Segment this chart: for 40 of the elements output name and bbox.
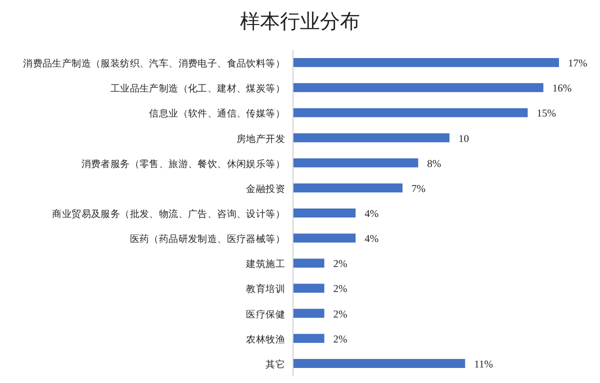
bar	[293, 208, 356, 218]
y-tick-label: 医疗保健	[246, 308, 286, 320]
bar	[293, 83, 544, 92]
y-tick-label: 信息业（软件、通信、传媒等）	[149, 108, 285, 120]
data-label: 2%	[333, 309, 348, 320]
y-tick-label: 金融投资	[246, 182, 286, 195]
y-tick-label: 教育培训	[246, 283, 285, 296]
y-tick-label: 房地产开发	[236, 132, 286, 145]
bar	[293, 108, 528, 118]
bar	[293, 284, 324, 293]
bar	[293, 183, 403, 192]
data-label: 17%	[568, 58, 588, 70]
y-tick-label: 消费者服务（零售、旅游、餐饮、休闲娱乐等）	[81, 158, 285, 170]
data-label: 10	[458, 134, 469, 145]
data-label: 11%	[474, 359, 494, 370]
y-tick-label: 消费品生产制造（服装纺织、汽车、消费电子、食品饮料等）	[23, 58, 285, 70]
data-label: 15%	[536, 108, 556, 120]
chart-title: 样本行业分布	[240, 11, 360, 33]
y-tick-label: 医药（药品研发制造、医疗器械等）	[130, 233, 285, 246]
data-label: 2%	[333, 259, 348, 270]
bar	[293, 158, 418, 168]
bar	[293, 133, 450, 142]
data-label: 4%	[364, 234, 379, 246]
bar	[293, 58, 559, 68]
data-label: 8%	[427, 158, 442, 170]
data-label: 2%	[333, 284, 348, 296]
y-tick-label: 商业贸易及服务（批发、物流、广告、咨询、设计等）	[52, 208, 285, 220]
bar	[293, 358, 466, 368]
bar	[293, 258, 324, 268]
y-tick-label: 农林牧渔	[246, 333, 286, 346]
data-label: 16%	[552, 84, 572, 95]
bar	[293, 334, 324, 343]
y-tick-label: 其它	[266, 358, 285, 370]
y-tick-label: 建筑施工	[245, 258, 286, 270]
data-label: 4%	[364, 209, 379, 220]
data-label: 7%	[412, 184, 426, 195]
bar	[293, 234, 356, 243]
bar	[293, 308, 324, 318]
data-label: 2%	[333, 334, 348, 346]
y-tick-label: 工业品生产制造（化工、建材、煤炭等）	[110, 82, 285, 95]
